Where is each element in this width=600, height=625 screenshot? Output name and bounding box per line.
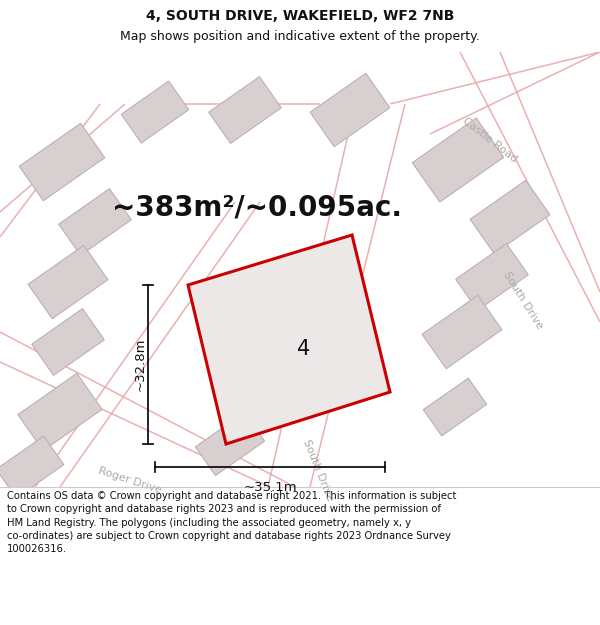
Polygon shape	[121, 81, 189, 143]
Text: 4, SOUTH DRIVE, WAKEFIELD, WF2 7NB: 4, SOUTH DRIVE, WAKEFIELD, WF2 7NB	[146, 9, 454, 23]
Text: Map shows position and indicative extent of the property.: Map shows position and indicative extent…	[120, 30, 480, 43]
Polygon shape	[28, 245, 108, 319]
Text: Roger Drive: Roger Drive	[97, 465, 163, 495]
Text: Castle Road: Castle Road	[461, 116, 519, 164]
Text: 4: 4	[298, 339, 311, 359]
Polygon shape	[423, 378, 487, 436]
Polygon shape	[0, 436, 64, 498]
Text: ~383m²/~0.095ac.: ~383m²/~0.095ac.	[112, 193, 402, 221]
Polygon shape	[196, 412, 265, 476]
Polygon shape	[422, 295, 502, 369]
Text: Contains OS data © Crown copyright and database right 2021. This information is : Contains OS data © Crown copyright and d…	[7, 491, 457, 554]
Text: ~35.1m: ~35.1m	[243, 481, 297, 494]
Polygon shape	[470, 180, 550, 254]
Text: South Drive: South Drive	[301, 438, 335, 503]
Polygon shape	[18, 373, 102, 451]
Text: ~32.8m: ~32.8m	[133, 338, 146, 391]
Polygon shape	[310, 73, 390, 147]
Polygon shape	[188, 235, 390, 444]
Polygon shape	[59, 189, 131, 256]
Polygon shape	[456, 244, 528, 311]
Text: South Drive: South Drive	[502, 269, 545, 331]
Polygon shape	[209, 77, 281, 143]
Polygon shape	[32, 309, 104, 376]
Polygon shape	[412, 118, 504, 202]
Polygon shape	[19, 123, 105, 201]
